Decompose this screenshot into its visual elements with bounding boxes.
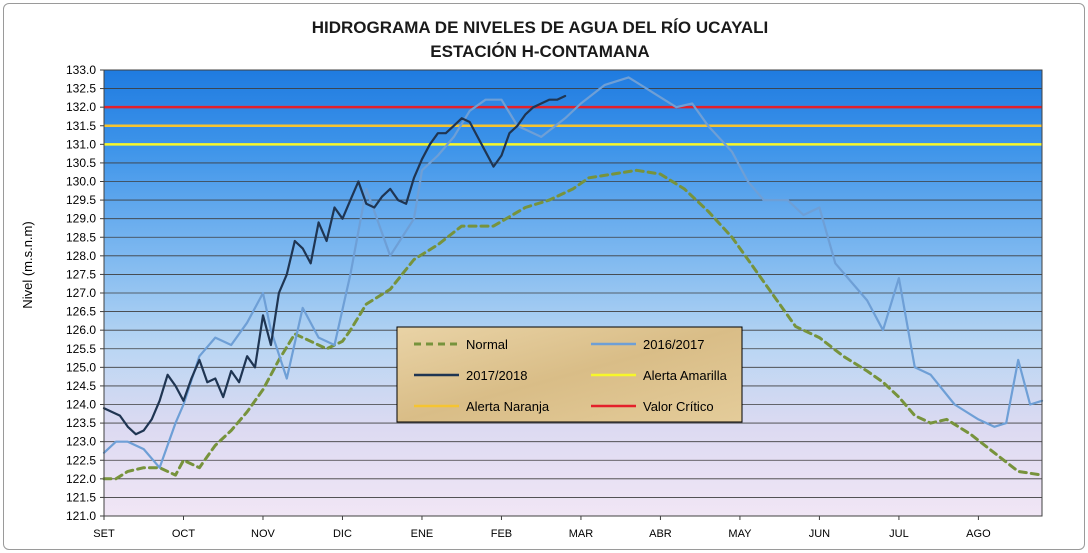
y-tick-label: 128.0: [66, 249, 96, 263]
y-tick-label: 123.0: [66, 435, 96, 449]
y-tick-label: 130.0: [66, 175, 96, 189]
y-tick-label: 129.5: [66, 193, 96, 207]
x-tick-label: OCT: [172, 528, 196, 540]
y-tick-label: 130.5: [66, 156, 96, 170]
plot-border: [103, 69, 1043, 517]
y-tick-label: 123.5: [66, 416, 96, 430]
y-tick-label: 127.0: [66, 286, 96, 300]
x-tick-label: FEB: [491, 528, 512, 540]
x-tick-label: ENE: [411, 528, 434, 540]
y-tick-label: 128.5: [66, 230, 96, 244]
x-tick-label: AGO: [966, 528, 991, 540]
series-2017-2018-line: [102, 94, 567, 436]
y-tick-label: 126.0: [66, 323, 96, 337]
y-tick-label: 121.0: [66, 509, 96, 523]
series-normal-line: [102, 168, 1044, 481]
y-tick-label: 122.5: [66, 453, 96, 467]
y-tick-label: 129.0: [66, 212, 96, 226]
y-tick-label: 132.0: [66, 100, 96, 114]
x-tick-label: NOV: [251, 528, 276, 540]
y-tick-label: 127.5: [66, 267, 96, 281]
x-tick-label: DIC: [333, 528, 352, 540]
y-tick-label: 124.5: [66, 379, 96, 393]
y-tick-label: 124.0: [66, 398, 96, 412]
y-tick-label: 131.5: [66, 119, 96, 133]
y-tick-label: 131.0: [66, 137, 96, 151]
x-axis-ticks: SET OCT NOV DIC ENE FEB MAR ABR MAY JUN JUL AGO: [93, 516, 991, 540]
x-tick-label: MAY: [728, 528, 752, 540]
chart-subtitle: ESTACIÓN H-CONTAMANA: [430, 42, 649, 61]
y-axis-ticks: 121.0 121.5 122.0 122.5 123.0 123.5 124.0 124.5…: [66, 63, 104, 523]
legend: Normal 2016/2017 2017/2018 Alerta Amarilla A…: [396, 326, 743, 423]
y-tick-label: 122.0: [66, 472, 96, 486]
legend-label-critico: Valor Crítico: [643, 399, 714, 414]
legend-label-normal: Normal: [466, 337, 508, 352]
x-tick-label: MAR: [569, 528, 594, 540]
y-tick-label: 121.5: [66, 490, 96, 504]
x-tick-label: SET: [93, 528, 115, 540]
series-lines: [102, 76, 1044, 481]
y-tick-label: 133.0: [66, 63, 96, 77]
y-tick-label: 125.0: [66, 360, 96, 374]
legend-label-naranja: Alerta Naranja: [466, 399, 550, 414]
x-tick-label: JUL: [889, 528, 909, 540]
legend-label-y2017: 2017/2018: [466, 368, 527, 383]
y-tick-label: 125.5: [66, 342, 96, 356]
legend-label-amarilla: Alerta Amarilla: [643, 368, 728, 383]
x-tick-label: ABR: [649, 528, 672, 540]
threshold-lines: [104, 105, 1042, 146]
y-tick-label: 126.5: [66, 305, 96, 319]
y-axis-label: Nivel (m.s.n.m): [20, 221, 35, 308]
series-2016-2017-line: [102, 76, 1044, 469]
legend-label-y2016: 2016/2017: [643, 337, 704, 352]
x-tick-label: JUN: [809, 528, 830, 540]
y-tick-label: 132.5: [66, 82, 96, 96]
chart-title: HIDROGRAMA DE NIVELES DE AGUA DEL RÍO UC…: [312, 18, 769, 37]
